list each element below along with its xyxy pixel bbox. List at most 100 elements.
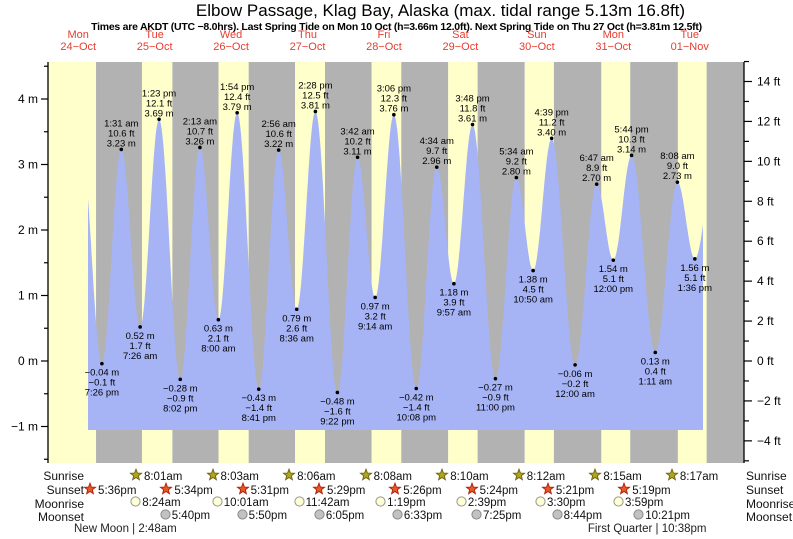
low-tide-annotation: 1:36 pm: [678, 283, 712, 294]
sunset-time-entry: 5:31pm: [235, 481, 289, 499]
day-label-line: Sun: [527, 29, 547, 41]
day-label: Mon 31−Oct: [595, 29, 631, 53]
low-tide-annotation: 8:41 pm: [242, 413, 276, 424]
low-tide-annotation: 1.38 m: [519, 275, 548, 286]
high-tide-dot: [514, 175, 519, 180]
sunrise-time: 8:15am: [603, 470, 642, 483]
moonset-time-entry: 10:21pm: [633, 509, 690, 523]
high-tide-dot: [198, 145, 202, 150]
right-axis-tick-label: 4 ft: [757, 274, 774, 288]
low-tide-annotation: 1.54 m: [599, 264, 628, 275]
moonrise-circle-icon: [375, 495, 387, 510]
day-label: Tue 25−Oct: [137, 29, 173, 53]
left-axis-tick-label: 2 m: [18, 223, 38, 237]
high-tide-annotation: 4:39 pm: [535, 107, 569, 118]
astro-row-label-moonrise: Moonrise: [746, 496, 793, 511]
low-tide-annotation: 0.97 m: [361, 301, 390, 312]
sunset-time: 5:21pm: [555, 484, 595, 497]
sunset-star-icon: [159, 481, 174, 499]
low-tide-annotation: 9:57 am: [437, 308, 471, 319]
low-tide-annotation: 4.5 ft: [523, 285, 544, 296]
high-tide-annotation: 3:06 pm: [377, 84, 411, 95]
sunset-time-entry: 5:24pm: [464, 481, 518, 499]
sunrise-star-icon: [665, 467, 680, 485]
low-tide-annotation: 0.63 m: [204, 324, 233, 335]
high-tide-annotation: 5:44 pm: [614, 124, 648, 135]
high-tide-annotation: 11.2 ft: [539, 117, 565, 128]
day-label-line: Mon: [602, 29, 624, 41]
astro-row-label-sunset: Sunset: [746, 483, 784, 497]
moonset-circle-icon: [392, 509, 404, 523]
low-tide-annotation: −1.6 ft: [324, 406, 351, 417]
moonset-circle-icon: [237, 509, 249, 523]
high-tide-annotation: 12.4 ft: [224, 92, 251, 103]
sunset-star-icon: [541, 481, 556, 499]
low-tide-annotation: 12:00 am: [555, 389, 595, 400]
low-tide-dot: [100, 361, 104, 366]
day-label: Fri 28−Oct: [366, 29, 402, 53]
low-tide-dot: [693, 257, 697, 261]
low-tide-annotation: 0.4 ft: [645, 366, 666, 377]
left-axis-tick-label: −1 m: [11, 420, 38, 434]
sunrise-star-icon: [358, 467, 374, 485]
tide-curve-area: [88, 111, 703, 431]
day-label-line: 29−Oct: [442, 41, 479, 53]
low-tide-dot: [216, 317, 221, 322]
sunset-time-entry: 5:36pm: [83, 481, 136, 499]
high-tide-annotation: 12.3 ft: [381, 94, 408, 105]
moonrise-time: 2:39pm: [467, 496, 507, 509]
sunrise-star-icon: [205, 467, 221, 485]
sunset-time-entry: 5:19pm: [617, 481, 671, 499]
page-title: Elbow Passage, Klag Bay, Alaska (max. ti…: [195, 1, 686, 20]
high-tide-annotation: 10.7 ft: [187, 126, 214, 137]
moonrise-time: 3:59pm: [624, 496, 664, 509]
sunrise-star-icon: [129, 467, 144, 485]
astro-row-label-moonset: Moonset: [37, 510, 84, 524]
low-tide-dot: [452, 281, 456, 286]
left-axis-tick-label: 3 m: [18, 158, 38, 172]
low-tide-annotation: −0.43 m: [241, 393, 276, 404]
sunrise-time: 8:10am: [450, 470, 489, 483]
low-tide-dot: [373, 295, 377, 300]
high-tide-annotation: 3.26 m: [185, 136, 214, 147]
moonrise-circle-icon: [456, 495, 468, 510]
sunset-time: 5:24pm: [479, 484, 518, 497]
right-axis-tick-label: 14 ft: [757, 74, 781, 88]
low-tide-dot: [335, 390, 340, 395]
moonrise-time: 10:01am: [223, 496, 269, 509]
high-tide-annotation: 2.73 m: [663, 171, 692, 182]
moonrise-circle-icon: [130, 495, 142, 510]
moonset-circle-icon: [314, 509, 326, 523]
low-tide-annotation: −0.04 m: [85, 368, 120, 379]
sunrise-star-icon: [588, 467, 603, 485]
low-tide-annotation: 0.79 m: [282, 313, 311, 324]
low-tide-annotation: 7:26 am: [123, 351, 157, 362]
high-tide-annotation: 3.22 m: [264, 139, 293, 150]
sunrise-star-icon: [435, 467, 450, 485]
low-tide-dot: [611, 258, 616, 262]
low-tide-annotation: 2.1 ft: [208, 334, 229, 345]
astro-row-label-sunrise: Sunrise: [43, 469, 84, 483]
low-tide-annotation: −0.1 ft: [89, 378, 116, 389]
astro-row-label-sunrise: Sunrise: [746, 469, 787, 483]
day-label-line: Mon: [67, 29, 89, 41]
low-tide-annotation: −0.28 m: [163, 383, 198, 394]
low-tide-dot: [294, 307, 299, 312]
right-axis-tick-label: −4 ft: [757, 434, 781, 448]
moonset-circle-icon: [160, 509, 172, 523]
low-tide-annotation: 1.7 ft: [130, 341, 151, 352]
day-label-line: 24−Oct: [60, 41, 97, 53]
moonrise-time-entry: 2:39pm: [456, 495, 507, 510]
night-band: [706, 62, 744, 463]
high-tide-dot: [235, 110, 239, 115]
moonrise-circle-icon: [293, 495, 306, 510]
astro-row-label-moonrise: Moonrise: [34, 496, 84, 511]
low-tide-annotation: −0.27 m: [478, 383, 513, 394]
day-label-line: Wed: [219, 29, 243, 41]
day-label-line: Fri: [377, 29, 391, 41]
right-axis-tick-label: 8 ft: [757, 194, 774, 208]
low-tide-annotation: 8:36 am: [280, 333, 314, 344]
high-tide-annotation: 3.40 m: [537, 127, 566, 138]
sunrise-time: 8:08am: [373, 470, 413, 483]
